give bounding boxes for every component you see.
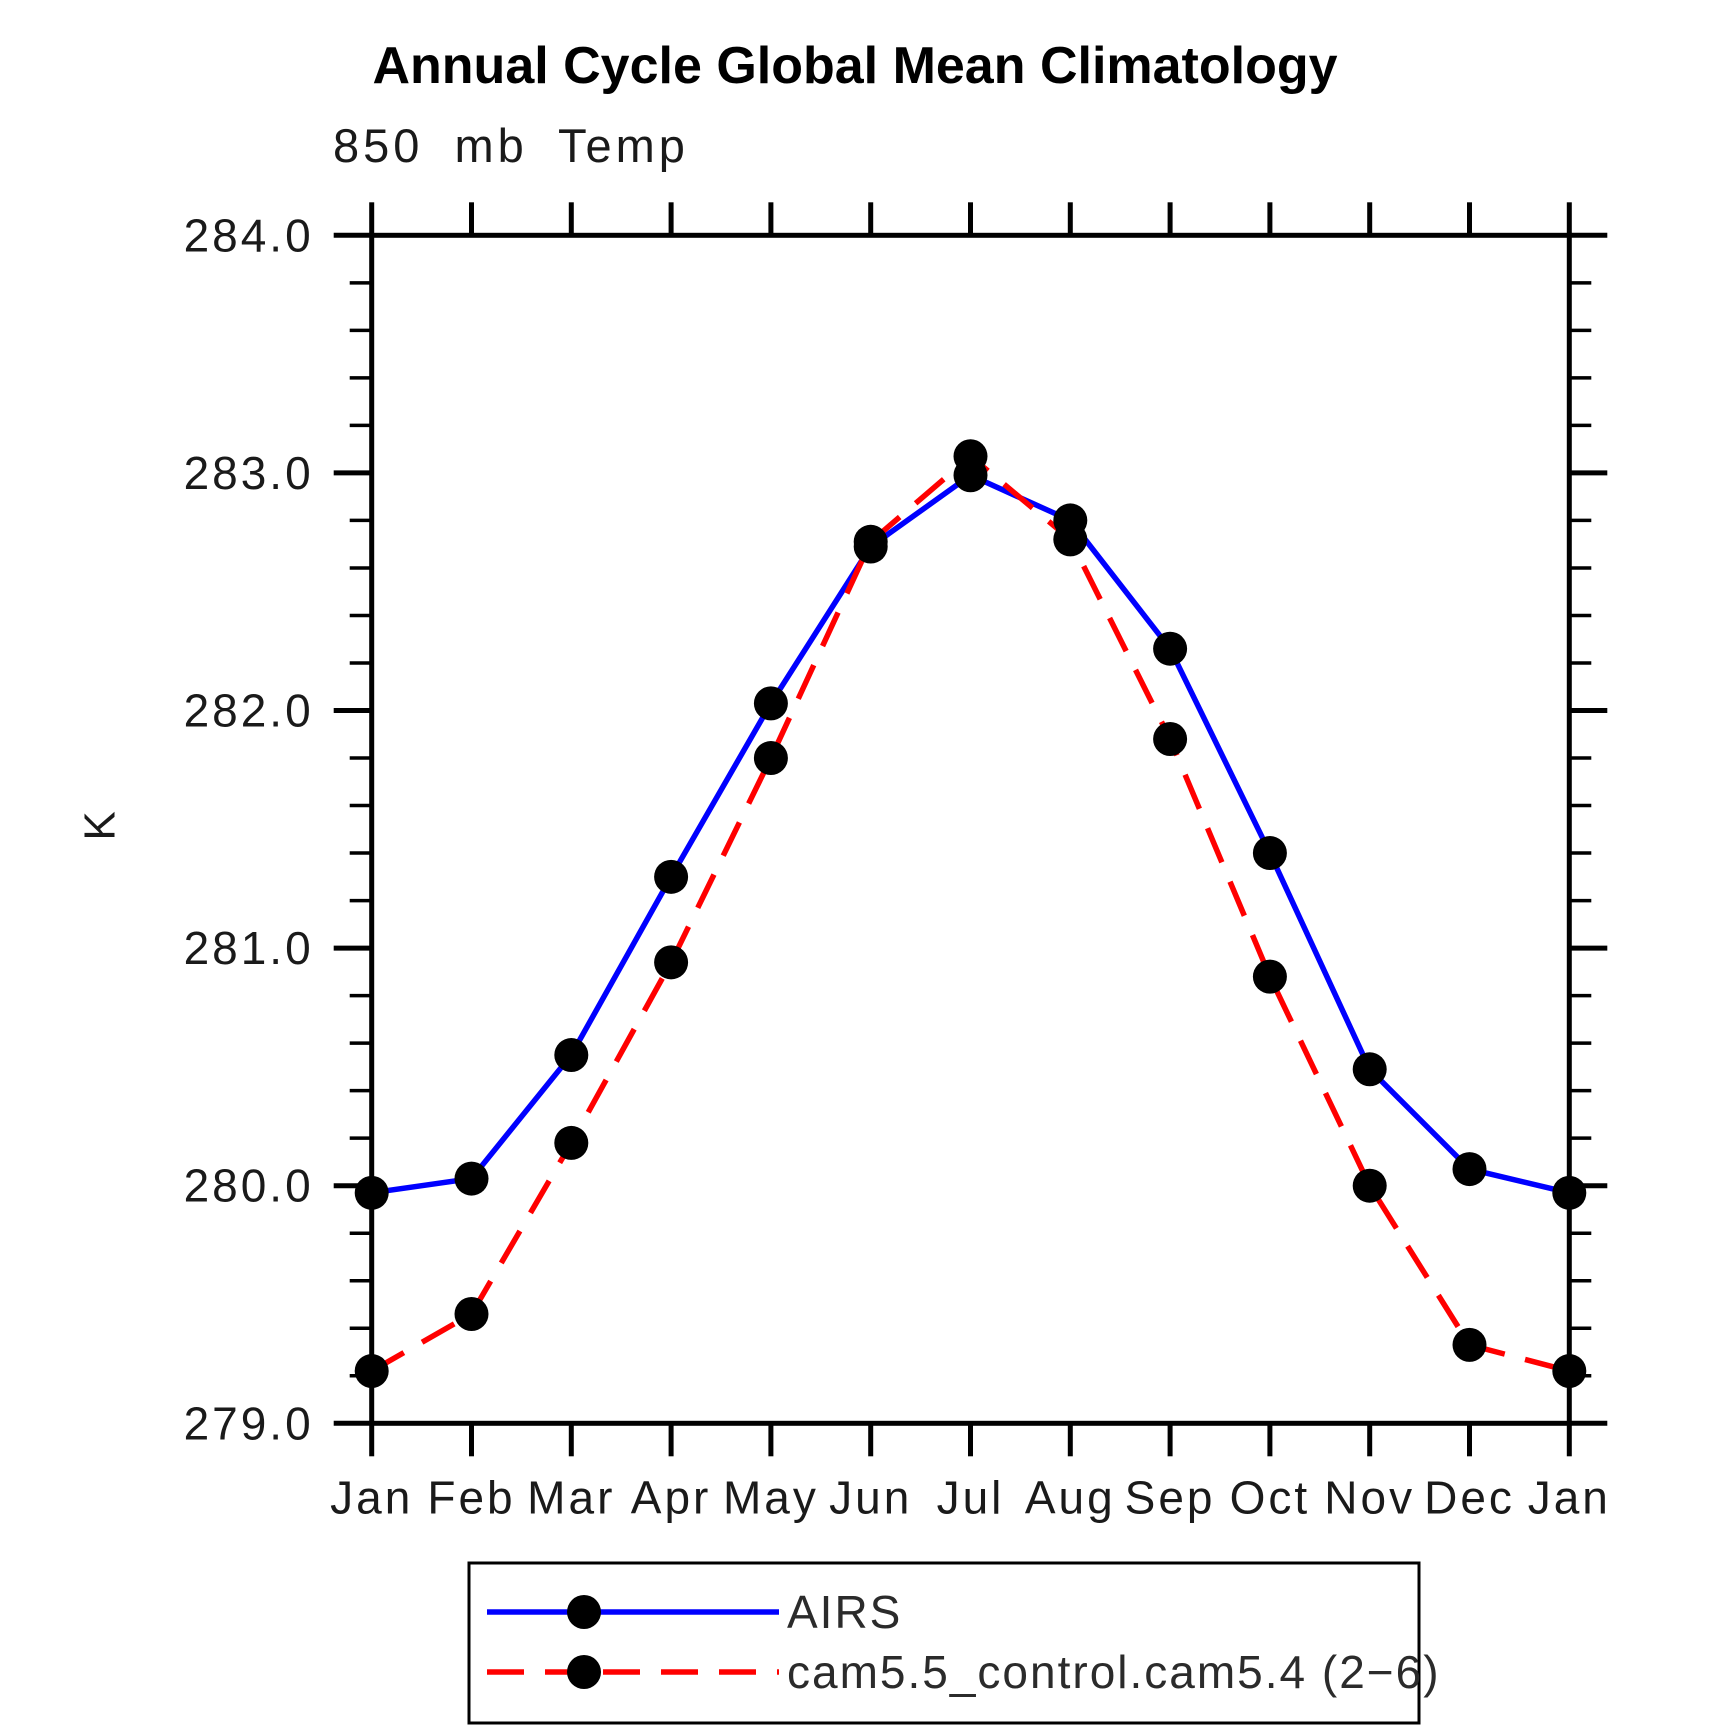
data-point-marker-1 [1053, 522, 1088, 557]
series-line-1 [370, 452, 1570, 1374]
y-tick-label: 280.0 [184, 1160, 314, 1212]
data-point-marker-1 [753, 741, 788, 776]
legend-box [467, 1561, 1421, 1725]
data-point-marker-1 [554, 1125, 589, 1160]
x-tick-label: Aug [1025, 1471, 1116, 1523]
x-tick-label: Jul [937, 1471, 1005, 1523]
x-tick-label: Jan [330, 1471, 413, 1523]
data-point-marker-0 [354, 1175, 389, 1210]
data-point-marker-0 [654, 859, 689, 894]
data-point-marker-0 [1552, 1175, 1587, 1210]
x-tick-label: Oct [1230, 1471, 1311, 1523]
data-point-marker-1 [1252, 959, 1287, 994]
x-tick-label: Jun [829, 1471, 912, 1523]
x-tick-label: Mar [527, 1471, 615, 1523]
legend-marker-1 [567, 1655, 601, 1689]
plot-frame [369, 232, 1572, 1426]
data-point-marker-0 [1452, 1152, 1487, 1187]
x-tick-label: Jan [1528, 1471, 1611, 1523]
data-point-marker-0 [454, 1161, 489, 1196]
y-tick-label: 282.0 [184, 685, 314, 737]
y-tick-label: 283.0 [184, 447, 314, 499]
series-line-0 [371, 472, 1570, 1196]
data-point-marker-0 [554, 1038, 589, 1073]
data-point-marker-1 [1352, 1168, 1387, 1203]
legend-label-0: AIRS [787, 1586, 902, 1638]
data-point-marker-1 [853, 524, 888, 559]
data-point-marker-1 [454, 1297, 489, 1332]
data-point-marker-0 [1352, 1052, 1387, 1087]
x-tick-label: Feb [427, 1471, 515, 1523]
x-tick-label: Dec [1424, 1471, 1515, 1523]
legend-label-1: cam5.5_control.cam5.4 (2−6) [787, 1646, 1441, 1698]
data-point-marker-1 [1552, 1354, 1587, 1389]
data-point-marker-0 [1252, 836, 1287, 871]
data-point-marker-0 [1153, 631, 1188, 666]
y-tick-label: 281.0 [184, 922, 314, 974]
data-point-marker-1 [654, 945, 689, 980]
x-tick-label: Nov [1324, 1471, 1415, 1523]
x-tick-label: May [723, 1471, 819, 1523]
y-tick-label: 279.0 [184, 1397, 314, 1449]
chart-title: Annual Cycle Global Mean Climatology [372, 37, 1338, 95]
data-point-marker-1 [1153, 722, 1188, 757]
legend-marker-0 [567, 1595, 601, 1629]
y-tick-label: 284.0 [184, 209, 314, 261]
data-point-marker-1 [1452, 1327, 1487, 1362]
x-tick-label: Sep [1125, 1471, 1216, 1523]
data-point-marker-1 [354, 1354, 389, 1389]
data-point-marker-0 [753, 686, 788, 721]
chart-subtitle: 850 mb Temp [333, 119, 689, 172]
data-point-marker-1 [953, 439, 988, 474]
x-tick-label: Apr [631, 1471, 712, 1523]
